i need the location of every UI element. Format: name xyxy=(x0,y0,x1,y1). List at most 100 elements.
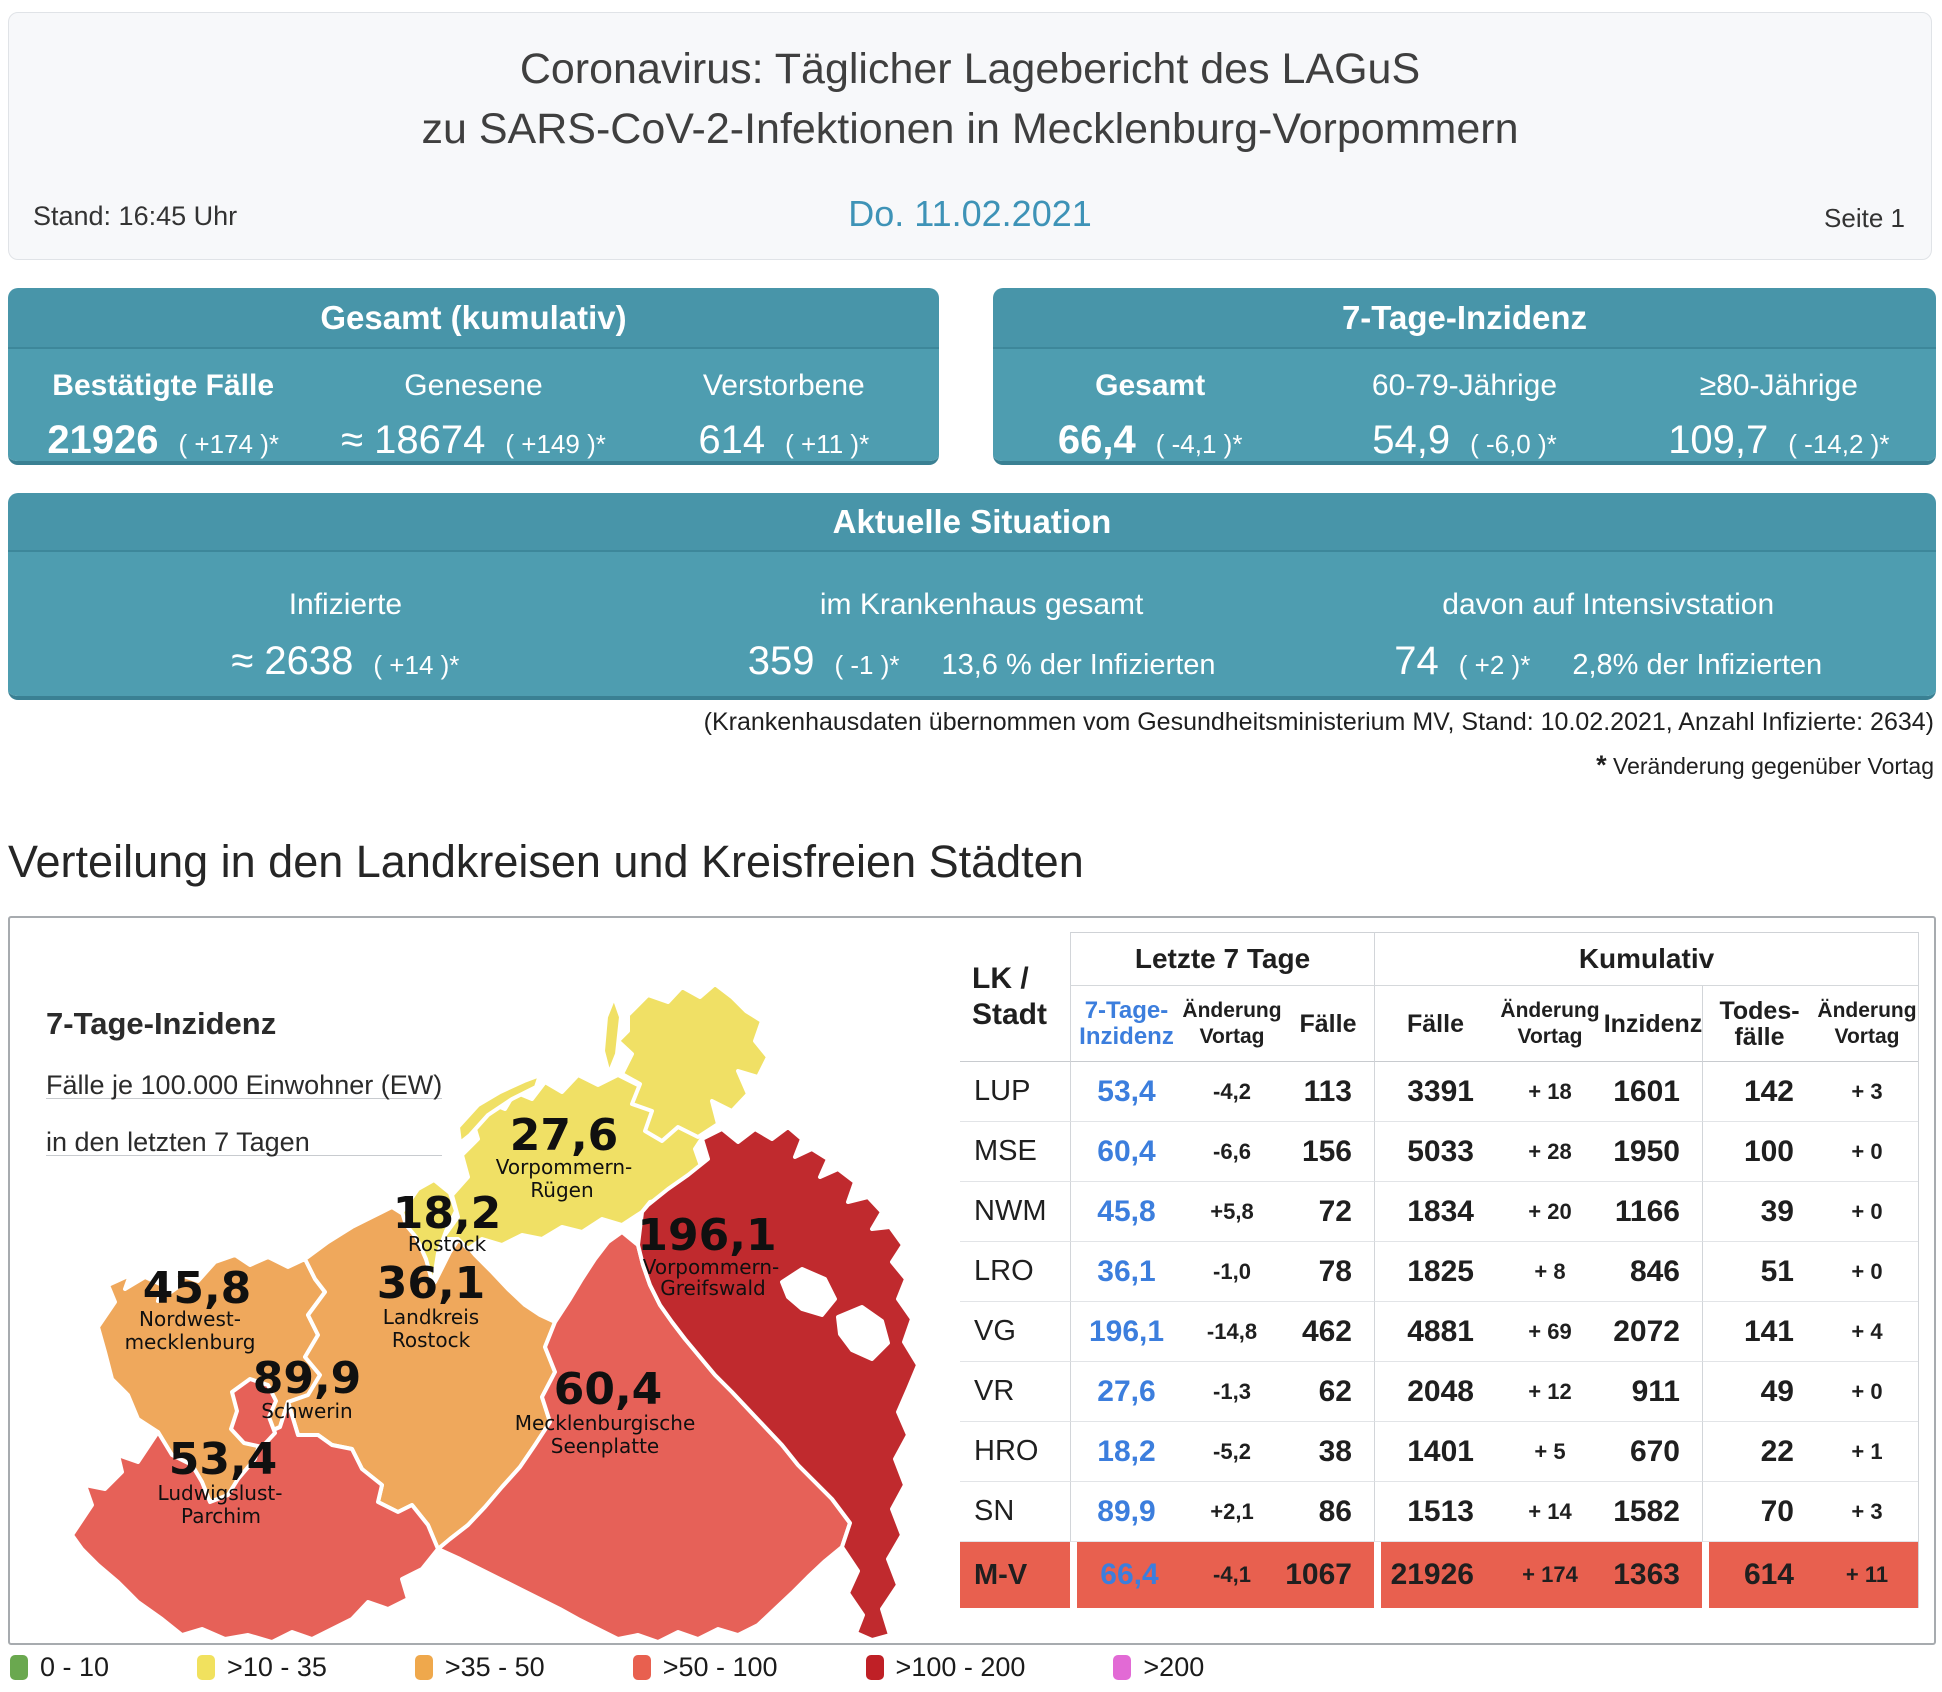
table-cell-cases7: 86 xyxy=(1282,1482,1374,1542)
col-header-faelle-kum: Fälle xyxy=(1374,986,1496,1062)
stat-box-gesamt-title: Gesamt (kumulativ) xyxy=(8,288,939,349)
table-cell-code: VR xyxy=(960,1362,1070,1422)
table-cell-chg7: -1,0 xyxy=(1182,1242,1282,1302)
table-cell-inz7: 196,1 xyxy=(1070,1302,1182,1362)
table-cell-kinz: 670 xyxy=(1604,1422,1702,1482)
map-label-nwm-value: 45,8 xyxy=(143,1263,252,1314)
legend-item: >35 - 50 xyxy=(414,1652,545,1683)
mv-incidence-map: 45,8 Nordwest- mecklenburg 18,2 Rostock … xyxy=(70,982,920,1643)
table-cell-kcases: 2048 xyxy=(1374,1362,1496,1422)
stat-delta: ( +174 )* xyxy=(178,429,279,459)
table-cell-kchg: + 5 xyxy=(1496,1422,1604,1482)
stat-verstorbene: Verstorbene 614( +11 )* xyxy=(698,368,870,462)
map-label-nwm-name1: Nordwest- xyxy=(139,1307,241,1331)
table-cell-kcases-mv: 21926 xyxy=(1374,1542,1496,1608)
map-region-vg xyxy=(636,1125,920,1642)
stat-delta: ( -4,1 )* xyxy=(1155,429,1243,459)
table-cell-dchg: + 0 xyxy=(1816,1242,1918,1302)
incidence-color-legend: 0 - 10 >10 - 35 >35 - 50 >50 - 100 >100 … xyxy=(10,1652,1204,1683)
stat-bestaetigte-faelle: Bestätigte Fälle 21926( +174 )* xyxy=(47,368,279,462)
table-cell-kcases: 1513 xyxy=(1374,1482,1496,1542)
map-region-vr-ruegen xyxy=(616,982,770,1143)
table-cell-kchg: + 8 xyxy=(1496,1242,1604,1302)
table-cell-dchg: + 1 xyxy=(1816,1422,1918,1482)
table-cell-inz7: 18,2 xyxy=(1070,1422,1182,1482)
stat-value: ≈ 18674 xyxy=(341,418,486,462)
asterisk-footnote: * Veränderung gegenüber Vortag xyxy=(1596,750,1934,780)
table-cell-cases7: 38 xyxy=(1282,1422,1374,1482)
stat-box-inzidenz: 7-Tage-Inzidenz Gesamt 66,4( -4,1 )* 60-… xyxy=(993,288,1936,465)
legend-swatch-green xyxy=(10,1655,28,1680)
map-label-mse-value: 60,4 xyxy=(554,1364,663,1415)
stat-value: 614 xyxy=(698,418,766,462)
table-cell-kchg: + 18 xyxy=(1496,1062,1604,1122)
stat-inzidenz-gesamt: Gesamt 66,4( -4,1 )* xyxy=(1057,368,1243,462)
map-region-lup xyxy=(70,1400,440,1643)
table-cell-deaths: 39 xyxy=(1702,1182,1816,1242)
table-cell-chg7: -4,2 xyxy=(1182,1062,1282,1122)
table-cell-cases7: 72 xyxy=(1282,1182,1374,1242)
page-number: Seite 1 xyxy=(1824,203,1905,233)
legend-swatch-salmon xyxy=(632,1655,651,1680)
table-cell-deaths: 142 xyxy=(1702,1062,1816,1122)
map-label-sn-value: 89,9 xyxy=(253,1353,362,1404)
table-cell-code: HRO xyxy=(960,1422,1070,1482)
legend-swatch-pink xyxy=(1113,1655,1132,1680)
table-cell-kinz: 2072 xyxy=(1604,1302,1702,1362)
stat-delta: ( +2 )* xyxy=(1458,649,1531,680)
stat-delta: ( -14,2 )* xyxy=(1788,429,1890,459)
legend-swatch-orange xyxy=(414,1655,433,1680)
map-label-vr-value: 27,6 xyxy=(510,1110,619,1161)
stat-value: 359 xyxy=(747,638,815,683)
table-cell-kchg: + 69 xyxy=(1496,1302,1604,1362)
table-cell-kcases: 1825 xyxy=(1374,1242,1496,1302)
map-subtitle-1: Fälle je 100.000 Einwohner (EW) xyxy=(46,1070,443,1100)
table-cell-deaths: 51 xyxy=(1702,1242,1816,1302)
col-header-lk-stadt: LK / Stadt xyxy=(960,932,1070,1062)
table-cell-chg7: -6,6 xyxy=(1182,1122,1282,1182)
table-cell-chg7-mv: -4,1 xyxy=(1182,1542,1282,1608)
stat-box-aktuell-title: Aktuelle Situation xyxy=(8,493,1936,552)
table-cell-code: VG xyxy=(960,1302,1070,1362)
map-label-sn-name: Schwerin xyxy=(261,1399,352,1423)
table-cell-code-mv: M-V xyxy=(960,1542,1070,1608)
table-cell-code: SN xyxy=(960,1482,1070,1542)
map-title: 7-Tage-Inzidenz xyxy=(46,1006,277,1041)
map-region-vr-darss xyxy=(456,1073,542,1145)
col-header-todesfaelle-aenderung: Änderung Vortag xyxy=(1816,986,1918,1062)
stat-delta: ( +14 )* xyxy=(373,649,460,680)
map-label-mse-name2: Seenplatte xyxy=(551,1434,659,1458)
stat-delta: ( +149 )* xyxy=(505,429,606,459)
table-cell-inz7: 36,1 xyxy=(1070,1242,1182,1302)
table-cell-chg7: +2,1 xyxy=(1182,1482,1282,1542)
table-cell-kcases: 1401 xyxy=(1374,1422,1496,1482)
map-label-mse-name1: Mecklenburgische xyxy=(515,1411,696,1435)
legend-item: >10 - 35 xyxy=(197,1652,327,1683)
stat-delta: ( -6,0 )* xyxy=(1470,429,1557,459)
stat-intensivstation: davon auf Intensivstation 74( +2 )* 2,8% … xyxy=(1394,587,1823,683)
map-label-hro-name: Rostock xyxy=(408,1232,487,1256)
table-cell-dchg: + 0 xyxy=(1816,1182,1918,1242)
table-cell-kcases: 4881 xyxy=(1374,1302,1496,1362)
table-cell-code: LUP xyxy=(960,1062,1070,1122)
table-cell-chg7: -14,8 xyxy=(1182,1302,1282,1362)
col-header-todesfaelle: Todes-fälle xyxy=(1702,986,1816,1062)
table-cell-deaths: 22 xyxy=(1702,1422,1816,1482)
table-cell-dchg: + 3 xyxy=(1816,1482,1918,1542)
stat-value: 74 xyxy=(1394,638,1439,683)
col-header-aenderung-vortag-kum: Änderung Vortag xyxy=(1496,986,1604,1062)
table-cell-inz7: 27,6 xyxy=(1070,1362,1182,1422)
table-cell-deaths: 49 xyxy=(1702,1362,1816,1422)
map-subtitle-2: in den letzten 7 Tagen xyxy=(46,1129,443,1156)
table-cell-code: MSE xyxy=(960,1122,1070,1182)
map-label-lro-name2: Rostock xyxy=(392,1328,471,1352)
map-label-lup-value: 53,4 xyxy=(169,1434,278,1485)
table-cell-dchg: + 3 xyxy=(1816,1062,1918,1122)
stat-inzidenz-60-79: 60-79-Jährige 54,9( -6,0 )* xyxy=(1371,368,1558,462)
table-cell-inz7-mv: 66,4 xyxy=(1070,1542,1182,1608)
table-cell-kinz: 911 xyxy=(1604,1362,1702,1422)
map-label-lro-value: 36,1 xyxy=(377,1258,486,1309)
table-cell-dchg: + 4 xyxy=(1816,1302,1918,1362)
table-cell-cases7: 156 xyxy=(1282,1122,1374,1182)
col-header-faelle-7t: Fälle xyxy=(1282,986,1374,1062)
